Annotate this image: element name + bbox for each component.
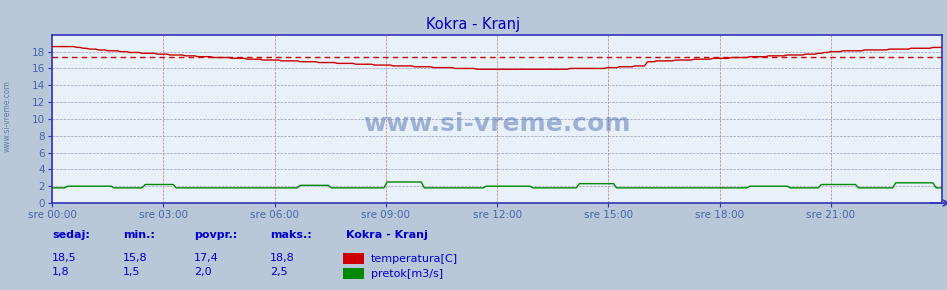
Text: Kokra - Kranj: Kokra - Kranj: [346, 230, 427, 240]
Text: 1,8: 1,8: [52, 267, 70, 278]
Text: 15,8: 15,8: [123, 253, 148, 263]
Text: maks.:: maks.:: [270, 230, 312, 240]
Text: 2,5: 2,5: [270, 267, 288, 278]
Text: 18,8: 18,8: [270, 253, 295, 263]
Text: www.si-vreme.com: www.si-vreme.com: [3, 80, 12, 152]
Text: sedaj:: sedaj:: [52, 230, 90, 240]
Text: 18,5: 18,5: [52, 253, 77, 263]
Text: 17,4: 17,4: [194, 253, 219, 263]
Text: Kokra - Kranj: Kokra - Kranj: [426, 17, 521, 32]
Text: min.:: min.:: [123, 230, 155, 240]
Text: pretok[m3/s]: pretok[m3/s]: [371, 269, 443, 279]
Text: 2,0: 2,0: [194, 267, 212, 278]
Text: povpr.:: povpr.:: [194, 230, 238, 240]
Text: 1,5: 1,5: [123, 267, 140, 278]
Text: www.si-vreme.com: www.si-vreme.com: [364, 112, 631, 136]
Text: temperatura[C]: temperatura[C]: [371, 253, 458, 264]
